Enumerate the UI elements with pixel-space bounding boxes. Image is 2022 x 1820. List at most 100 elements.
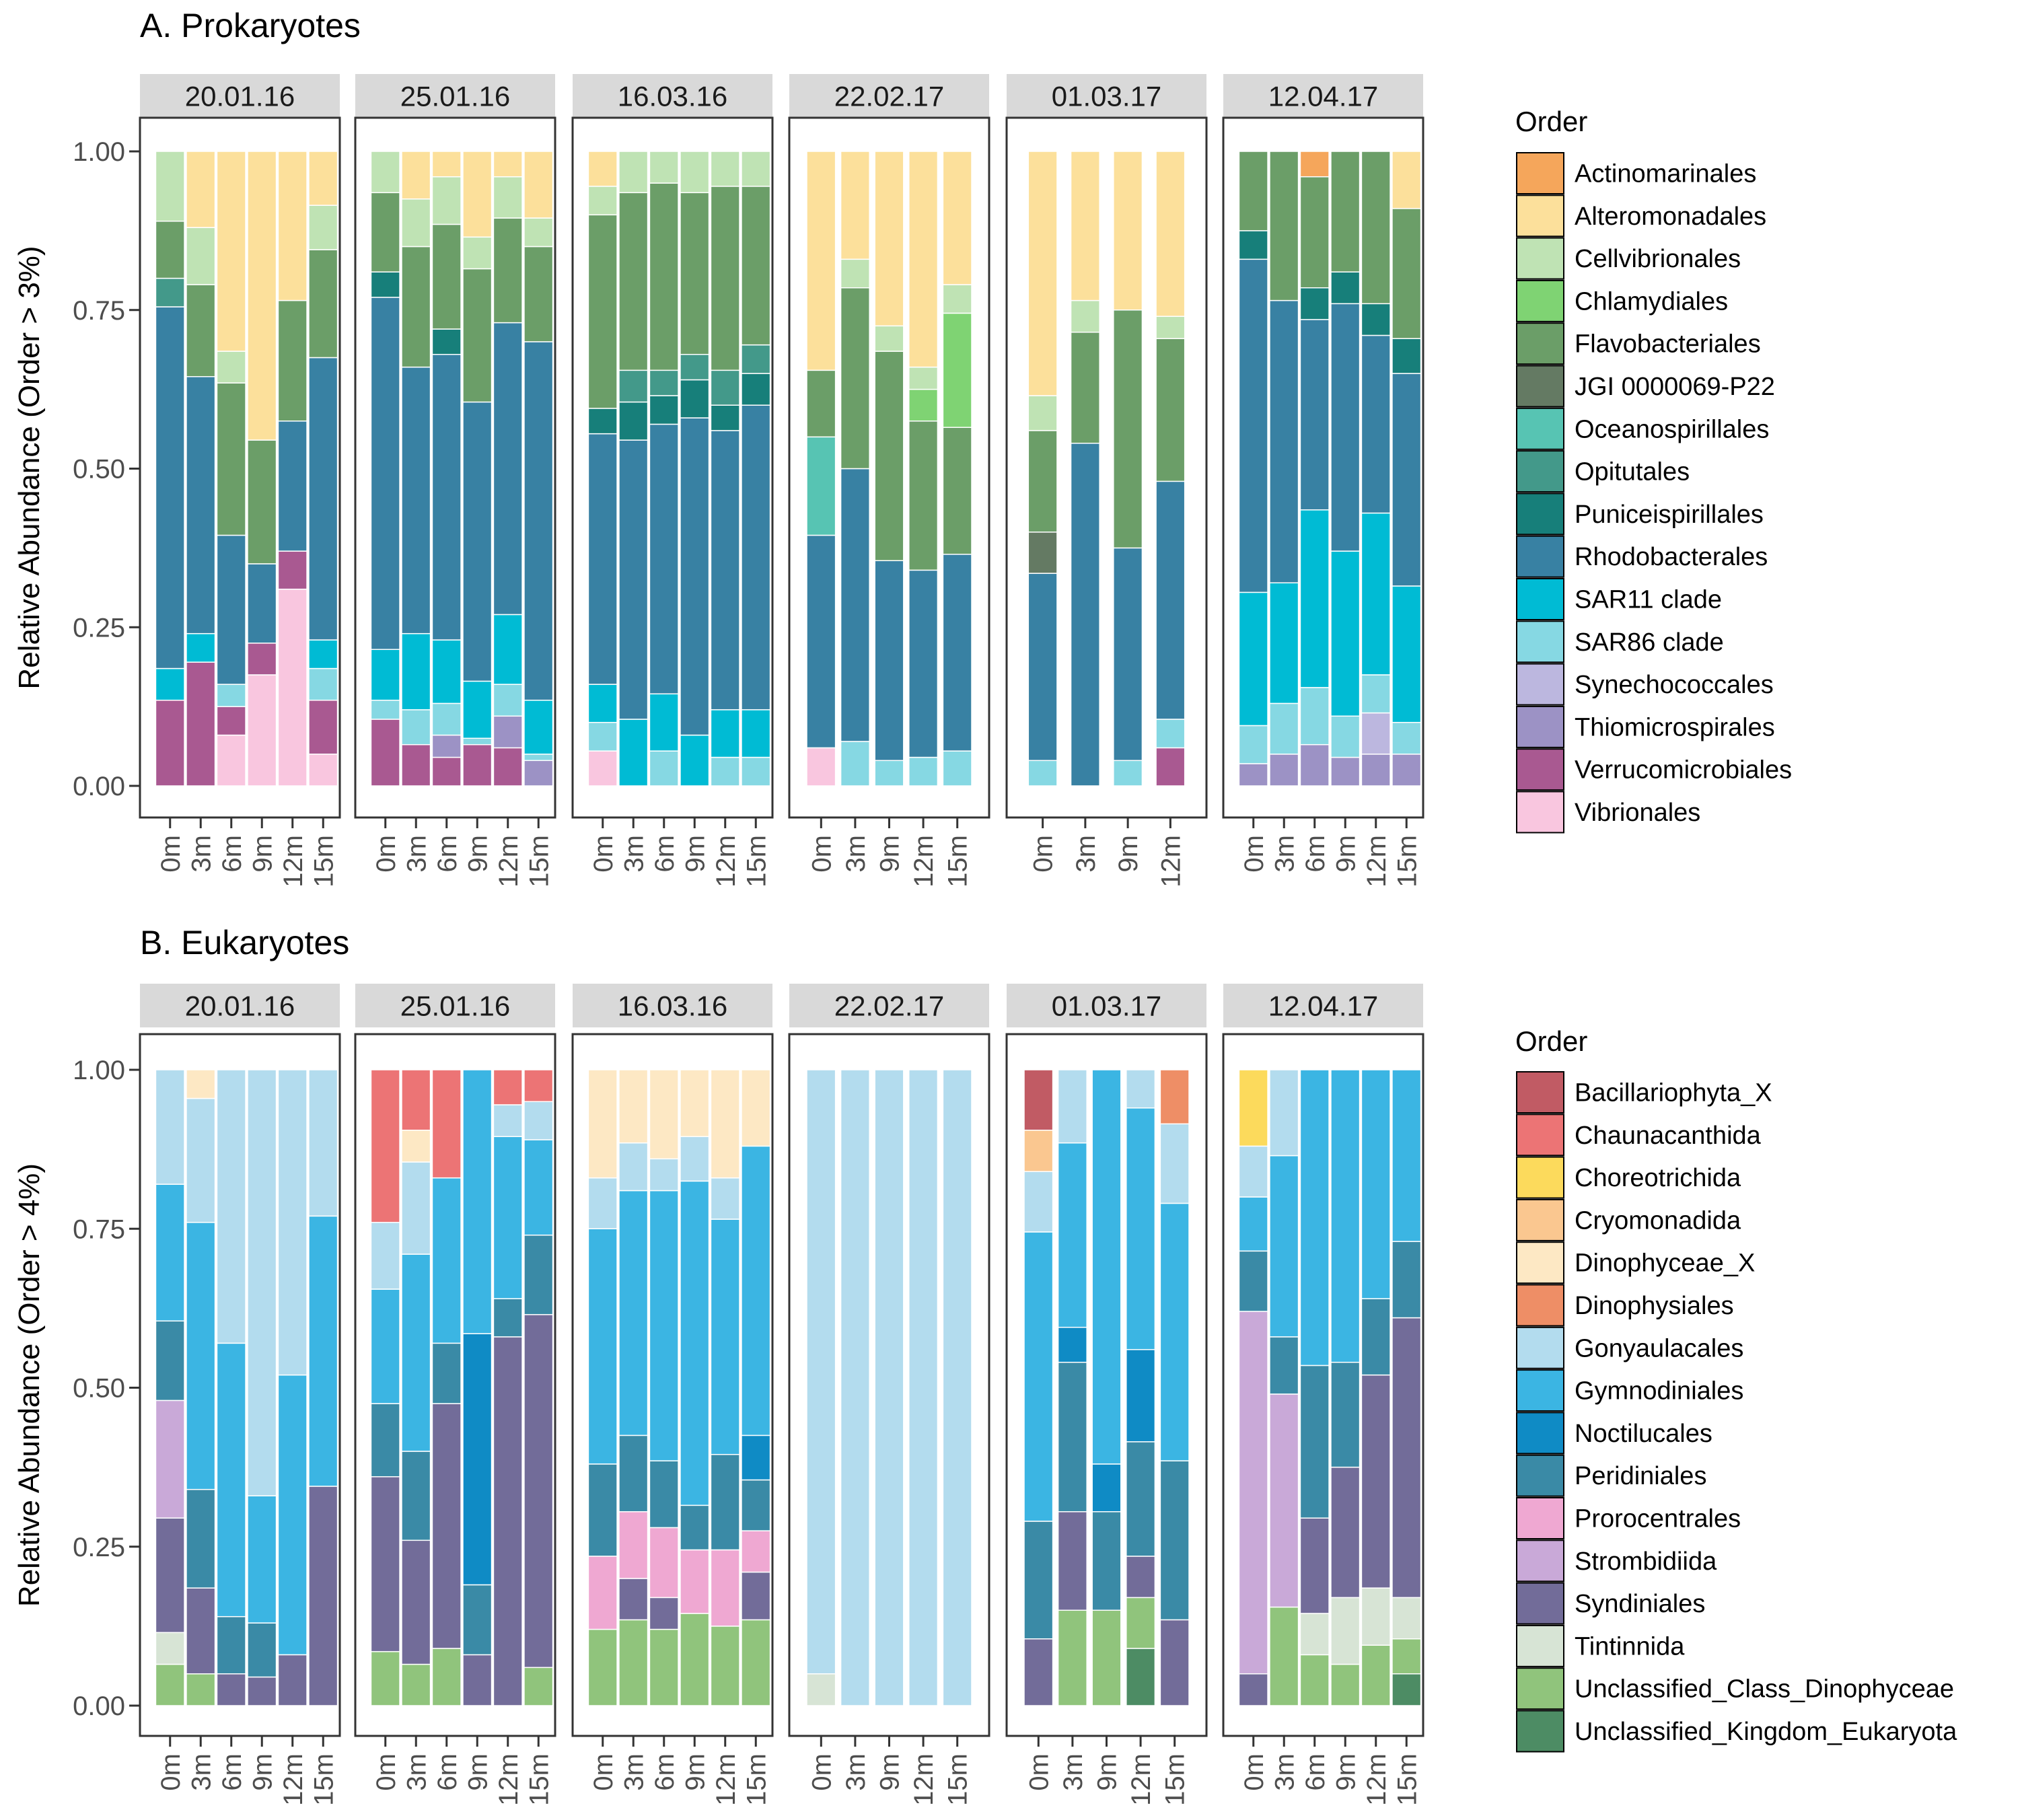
bar-segment-gonyaulacales	[1126, 1069, 1156, 1109]
bar-segment-alteromonadales	[493, 151, 523, 178]
legend-title: Order	[1515, 1025, 1587, 1057]
bar-segment-jgi-0000069-p22	[1027, 532, 1058, 574]
bar-segment-peridiniales	[155, 1320, 185, 1402]
bar-segment-alteromonadales	[1027, 151, 1058, 396]
legend-label: Oceanospirillales	[1575, 415, 1769, 443]
bar-segment-opitutales	[741, 344, 771, 374]
bar-segment-flavobacteriales	[1269, 151, 1299, 301]
legend-swatch	[1516, 1710, 1564, 1753]
bar-segment-syndiniales	[1330, 1466, 1361, 1599]
x-tick-label: 15m	[524, 1753, 554, 1806]
bar-segment-gymnodiniales	[277, 1374, 308, 1656]
bar-segment-syndiniales	[1238, 1673, 1268, 1706]
bar-segment-noctilucales	[1057, 1326, 1087, 1363]
x-tick-label: 0m	[589, 835, 618, 873]
bar-segment-rhodobacterales	[523, 341, 554, 701]
bar-segment-sar86-clade	[1361, 674, 1391, 714]
bar-segment-peridiniales	[649, 1460, 679, 1529]
bar-segment-chaunacanthida	[370, 1069, 400, 1223]
y-tick-label: 0.50	[73, 455, 125, 484]
bar-segment-alteromonadales	[247, 151, 277, 441]
x-tick-label: 12m	[1126, 1753, 1156, 1806]
bar-segment-opitutales	[155, 277, 185, 307]
bar-segment-sar11-clade	[1299, 509, 1330, 688]
bar-segment-flavobacteriales	[840, 287, 870, 470]
legend-label: Vibrionales	[1575, 799, 1700, 827]
facet-strip-label: 20.01.16	[185, 990, 295, 1022]
bar-segment-dinophyceae-x	[741, 1069, 771, 1147]
facet-panel-border	[1222, 116, 1424, 819]
bar-segment-tintinnida	[1330, 1597, 1361, 1665]
bar-segment-rhodobacterales	[186, 376, 216, 634]
x-tick-label: 3m	[1071, 835, 1101, 873]
bar-segment-noctilucales	[462, 1333, 493, 1586]
bar-segment-gymnodiniales	[618, 1190, 649, 1436]
bar-segment-gonyaulacales	[680, 1136, 710, 1182]
bar-segment-opitutales	[710, 369, 740, 406]
bar-segment-gonyaulacales	[806, 1069, 836, 1675]
bar-segment-strombidiida	[1238, 1311, 1268, 1675]
bar-segment-gonyaulacales	[840, 1069, 870, 1706]
facet-strip-label: 20.01.16	[185, 81, 295, 112]
x-tick-label: 9m	[680, 835, 710, 873]
facet-strip	[1223, 74, 1423, 118]
bar-segment-alteromonadales	[1155, 151, 1186, 317]
legend-label: Chlamydiales	[1575, 287, 1728, 316]
bar-segment-sar86-clade	[587, 721, 618, 752]
facet-20.01.16: 20.01.16 0m 3m 6m 9m 12m 15m	[139, 984, 341, 1806]
bar-segment-cellvibrionales	[523, 217, 554, 248]
bar-segment-unclassified-kingdom-eukaryota	[1126, 1648, 1156, 1706]
bar-segment-gonyaulacales	[277, 1069, 308, 1376]
bar-segment-peridiniales	[462, 1584, 493, 1656]
bar-segment-sar11-clade	[741, 709, 771, 758]
x-tick-label: 12m	[1156, 835, 1186, 887]
bar-segment-dinophyceae-x	[710, 1069, 740, 1179]
legend-swatch	[1516, 1071, 1564, 1114]
bar-segment-unclassified-class-dinophyceae	[1299, 1654, 1330, 1706]
bar-segment-gonyaulacales	[649, 1158, 679, 1192]
bar-segment-peridiniales	[401, 1451, 431, 1541]
bar-segment-syndiniales	[247, 1676, 277, 1706]
legend-swatch	[1516, 578, 1564, 620]
facet-panel-border	[788, 116, 990, 819]
bar-segment-peridiniales	[1299, 1364, 1330, 1519]
bar-segment-puniceispirillales	[1238, 230, 1268, 260]
bar-segment-flavobacteriales	[1299, 176, 1330, 289]
x-tick-label: 15m	[742, 1753, 771, 1806]
bar-segment-unclassified-class-dinophyceae	[741, 1619, 771, 1706]
bar-segment-gymnodiniales	[1238, 1196, 1268, 1252]
x-tick-label: 15m	[742, 835, 771, 887]
bar-segment-syndiniales	[741, 1571, 771, 1621]
bar-segment-flavobacteriales	[216, 382, 246, 536]
bar-segment-peridiniales	[710, 1453, 740, 1551]
bar-segment-peridiniales	[1361, 1298, 1391, 1376]
facet-strip-label: 22.02.17	[834, 81, 945, 112]
legend-swatch	[1516, 535, 1564, 578]
bar-segment-puniceispirillales	[1299, 287, 1330, 320]
legend-swatch	[1516, 1667, 1564, 1710]
bar-segment-vibrionales	[277, 588, 308, 787]
bar-segment-sar86-clade	[523, 754, 554, 762]
bar-segment-thiomicrospirales	[1269, 754, 1299, 787]
bar-segment-flavobacteriales	[1113, 310, 1143, 549]
legend-swatch	[1516, 663, 1564, 706]
bar-segment-sar11-clade	[1361, 512, 1391, 676]
bar-segment-gymnodiniales	[1330, 1069, 1361, 1363]
bar-segment-cellvibrionales	[1155, 316, 1186, 339]
bar-segment-sar11-clade	[618, 719, 649, 787]
bar-segment-gonyaulacales	[1057, 1069, 1087, 1144]
x-tick-label: 12m	[909, 835, 939, 887]
facet-strip-label: 16.03.16	[618, 81, 728, 112]
bar-segment-sar11-clade	[1269, 582, 1299, 704]
legend-label: Syndiniales	[1575, 1590, 1705, 1618]
bar-segment-peridiniales	[216, 1615, 246, 1675]
bar-segment-puniceispirillales	[431, 328, 462, 355]
facet-strip	[789, 984, 989, 1027]
bar-segment-cellvibrionales	[431, 176, 462, 225]
bar-segment-unclassified-class-dinophyceae	[618, 1619, 649, 1706]
bar-segment-sar86-clade	[908, 756, 939, 787]
bar-segment-syndiniales	[401, 1539, 431, 1665]
facet-01.03.17: 01.03.17 0m 3m 9m 12m 15m	[1005, 984, 1208, 1806]
bar-segment-puniceispirillales	[710, 404, 740, 431]
facet-strip-label: 25.01.16	[400, 990, 511, 1022]
